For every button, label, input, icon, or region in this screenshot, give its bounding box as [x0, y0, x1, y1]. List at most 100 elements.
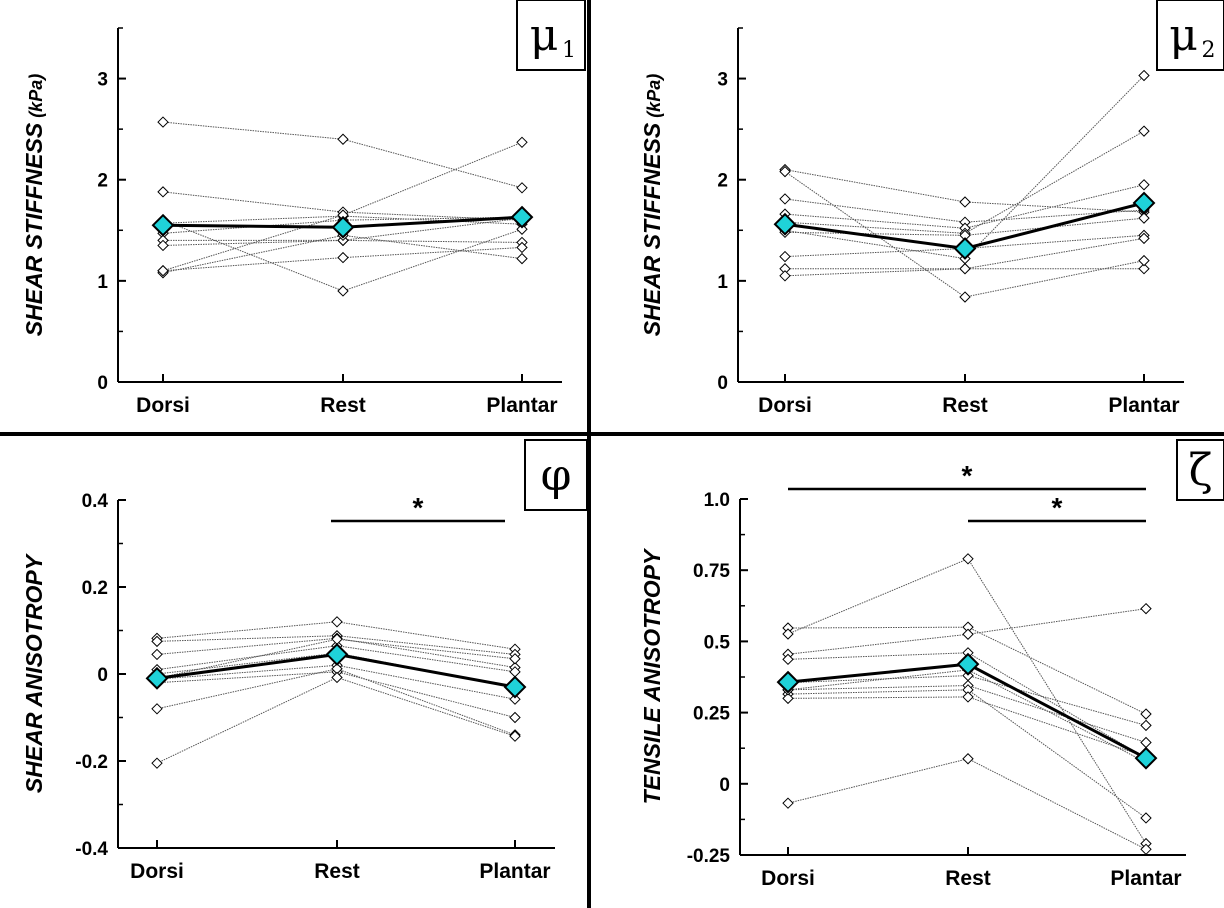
y-axis-label: TENSILE ANISOTROPY: [639, 547, 665, 804]
x-tick-label: Rest: [945, 867, 991, 890]
y-tick-label: 1: [97, 272, 108, 293]
subject-line: [787, 689, 1147, 819]
subject-point: [516, 252, 528, 265]
x-tick-label: Dorsi: [130, 860, 184, 883]
significance-star: *: [1052, 492, 1063, 523]
subject-point: [151, 648, 163, 661]
mean-point: [325, 643, 349, 666]
subject-line: [787, 696, 1147, 758]
subject-point: [1140, 708, 1152, 720]
y-axis-label-unit: (kPa): [26, 74, 46, 123]
subject-point: [157, 186, 169, 198]
panel-label-box: [516, 0, 586, 71]
subject-point: [157, 116, 169, 128]
y-tick-label: -0.25: [687, 846, 731, 867]
y-tick-label: -0.4: [75, 839, 108, 860]
significance-star: *: [962, 460, 973, 491]
x-tick-label: Rest: [320, 394, 366, 417]
y-tick-label: 3: [97, 70, 108, 91]
charts: 0 1 2 3 Dorsi Rest Plantar SHEAR STIFFNESS (kPa…: [21, 0, 1224, 890]
subject-line: [156, 668, 516, 736]
chart-mu1: 0 1 2 3 Dorsi Rest Plantar SHEAR STIFFNESS (kPa…: [21, 0, 586, 417]
panel-symbol: μ: [530, 10, 559, 61]
x-tick-label: Plantar: [1108, 394, 1179, 417]
mean-point: [1132, 191, 1156, 215]
y-axis-label: SHEAR ANISOTROPY: [21, 552, 47, 793]
subject-point: [779, 193, 791, 205]
y-tick-label: 1.0: [704, 490, 730, 511]
subject-point: [516, 241, 528, 254]
y-tick-label: 0.2: [82, 578, 108, 599]
subject-point: [1140, 719, 1152, 732]
y-axis-label: SHEAR STIFFNESS (kPa): [21, 74, 47, 336]
x-tick-label: Rest: [942, 394, 988, 417]
x-tick-label: Plantar: [1110, 867, 1181, 890]
subject-point: [151, 757, 163, 769]
subject-line: [784, 75, 1145, 260]
subject-point: [962, 691, 974, 703]
subject-point: [959, 263, 971, 275]
subject-point: [962, 753, 974, 765]
subject-line: [784, 171, 1145, 298]
subject-point: [782, 797, 794, 809]
y-tick-label: 0: [717, 373, 728, 394]
subject-point: [1138, 263, 1150, 275]
subject-point: [1138, 212, 1150, 224]
subject-point: [962, 628, 974, 640]
panel-symbol: ζ: [1189, 445, 1213, 496]
x-tick-label: Plantar: [486, 394, 557, 417]
subject-point: [962, 553, 974, 565]
y-tick-label: 0: [97, 665, 108, 686]
subject-point: [331, 616, 343, 628]
significance-star: *: [413, 492, 424, 523]
x-tick-label: Plantar: [479, 860, 550, 883]
chart-zeta: -0.25 0 0.25 0.5 0.75 1.0 Dorsi Rest Plantar TENS…: [639, 439, 1224, 890]
subject-point: [337, 133, 349, 145]
subject-point: [779, 250, 791, 263]
subject-point: [1140, 843, 1152, 856]
y-tick-label: 0: [97, 373, 108, 394]
subject-point: [1140, 602, 1152, 615]
y-axis-label-text: TENSILE ANISOTROPY: [639, 547, 665, 804]
y-tick-label: 0.5: [704, 632, 731, 653]
subject-point: [337, 285, 349, 297]
chart-mu2: 0 1 2 3 Dorsi Rest Plantar SHEAR STIFFNESS (kPa…: [639, 0, 1224, 417]
subject-point: [779, 270, 791, 282]
panel-label-box: [524, 439, 588, 511]
subject-point: [151, 703, 163, 715]
mean-point: [956, 652, 980, 676]
subject-point: [509, 711, 521, 724]
subject-point: [516, 182, 528, 194]
subject-point: [1140, 812, 1152, 824]
subject-point: [1140, 736, 1152, 749]
panel-label-box: [1156, 0, 1224, 71]
panel-symbol: φ: [541, 450, 572, 501]
chart-phi: -0.4 -0.2 0 0.2 0.4 Dorsi Rest Plantar SHEAR ANI…: [21, 439, 588, 883]
x-tick-label: Dorsi: [761, 867, 815, 890]
subject-point: [959, 291, 971, 303]
y-axis-label-unit: (kPa): [644, 74, 664, 123]
panel-symbol-subscript: 2: [1202, 38, 1216, 63]
y-axis-label: SHEAR STIFFNESS (kPa): [639, 74, 665, 336]
subject-point: [1138, 232, 1150, 245]
mean-point: [1134, 746, 1158, 770]
mean-point: [510, 205, 534, 229]
subject-line: [156, 638, 516, 679]
subject-point: [516, 223, 528, 235]
subject-point: [157, 265, 169, 277]
y-tick-label: 3: [717, 70, 728, 91]
y-tick-label: 2: [97, 171, 108, 192]
mean-point: [151, 213, 175, 237]
subject-point: [782, 628, 794, 640]
subject-point: [331, 671, 343, 684]
subject-point: [1138, 69, 1150, 82]
subject-point: [516, 136, 528, 148]
mean-point: [953, 237, 977, 260]
subject-point: [1138, 125, 1150, 137]
subject-point: [157, 239, 169, 252]
mean-point: [773, 212, 797, 236]
y-tick-label: 0: [719, 775, 730, 796]
subject-line: [156, 645, 516, 673]
panel-label-box: [1176, 439, 1224, 501]
